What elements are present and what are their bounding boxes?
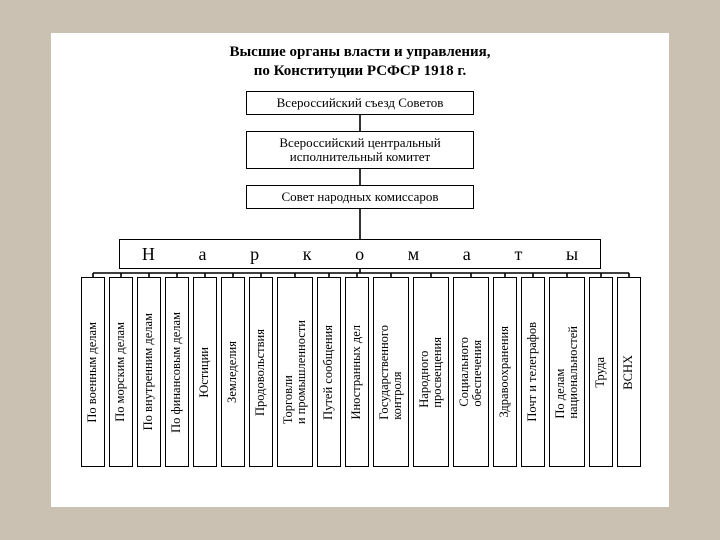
node-sovnarkom: Совет народных комиссаров [246, 185, 474, 209]
dept-4: Юстиции [193, 277, 217, 467]
paper-sheet: Высшие органы власти и управления, по Ко… [51, 33, 669, 507]
dept-16: Труда [589, 277, 613, 467]
dept-1: По морским делам [109, 277, 133, 467]
dept-15: По деламнациональностей [549, 277, 585, 467]
title-line-1: Высшие органы власти и управления, [51, 43, 669, 62]
dept-8: Путей сообщения [317, 277, 341, 467]
dept-0: По военным делам [81, 277, 105, 467]
dept-9: Иностранных дел [345, 277, 369, 467]
dept-11: Народногопросвещения [413, 277, 449, 467]
diagram-title: Высшие органы власти и управления, по Ко… [51, 33, 669, 81]
dept-12: Социальногообеспечения [453, 277, 489, 467]
dept-14: Почт и телеграфов [521, 277, 545, 467]
dept-7: Торговлии промышленности [277, 277, 313, 467]
dept-2: По внутренним делам [137, 277, 161, 467]
narkomaty-band: Наркоматы [119, 239, 601, 269]
dept-17: ВСНХ [617, 277, 641, 467]
page-background: Высшие органы власти и управления, по Ко… [0, 0, 720, 540]
dept-5: Земледелия [221, 277, 245, 467]
dept-3: По финансовым делам [165, 277, 189, 467]
dept-6: Продовольствия [249, 277, 273, 467]
dept-13: Здравоохранения [493, 277, 517, 467]
title-line-2: по Конституции РСФСР 1918 г. [51, 62, 669, 81]
dept-10: Государственногоконтроля [373, 277, 409, 467]
node-congress: Всероссийский съезд Советов [246, 91, 474, 115]
node-vtsik: Всероссийский центральныйисполнительный … [246, 131, 474, 169]
